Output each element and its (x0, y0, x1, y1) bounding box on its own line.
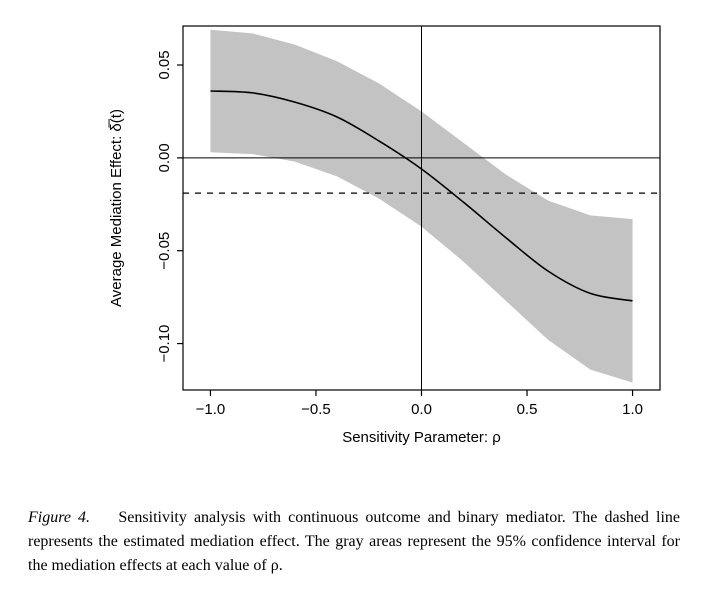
y-tick-label: −0.05 (156, 232, 173, 270)
x-axis-title: Sensitivity Parameter: ρ (342, 429, 501, 446)
y-tick-label: −0.10 (156, 325, 173, 363)
x-tick-label: 1.0 (622, 401, 643, 418)
y-tick-label: 0.00 (156, 143, 173, 172)
y-axis-title: Average Mediation Effect: δ̅(t) (108, 109, 125, 307)
figure-label: Figure 4. (28, 509, 90, 526)
x-tick-label: 0.0 (411, 401, 432, 418)
y-tick-label: 0.05 (156, 50, 173, 79)
x-tick-label: −1.0 (196, 401, 226, 418)
x-tick-label: 0.5 (517, 401, 538, 418)
figure-caption: Figure 4. Sensitivity analysis with cont… (0, 506, 708, 578)
x-tick-label: −0.5 (301, 401, 331, 418)
sensitivity-chart: −1.0 −0.5 0.0 0.5 1.0 −0.10 −0.05 0.00 0.05 Sensi… (0, 0, 708, 490)
figure-caption-text: Sensitivity analysis with continuous out… (28, 509, 680, 574)
figure-frame: −1.0 −0.5 0.0 0.5 1.0 −0.10 −0.05 0.00 0.05 Sensi… (0, 0, 708, 606)
